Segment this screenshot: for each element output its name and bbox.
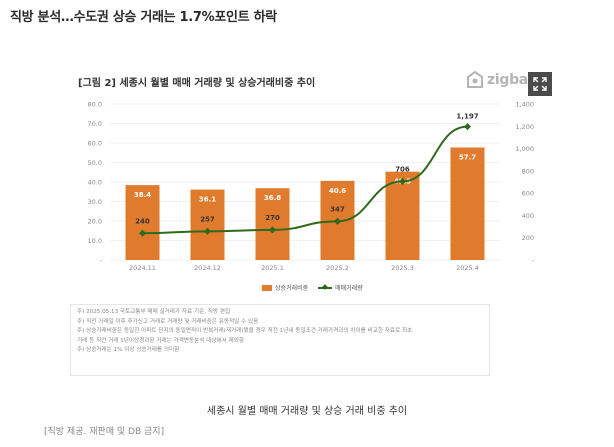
y-left-tick-label: 50.0 xyxy=(88,159,102,167)
y-left-tick-label: 40.0 xyxy=(88,179,102,187)
legend-label-bar: 상승거래비중 xyxy=(275,285,309,292)
x-tick-label: 2025.1 xyxy=(261,264,284,272)
y-left-tick-label: 10.0 xyxy=(88,237,102,245)
bar-value-label: 40.6 xyxy=(329,187,346,195)
y-left-tick-label: 30.0 xyxy=(88,198,102,206)
y-left-tick-label: 20.0 xyxy=(88,218,102,226)
image-credit: [직방 제공. 재판매 및 DB 금지] xyxy=(44,427,165,437)
expand-icon xyxy=(533,77,547,91)
bar xyxy=(125,185,160,260)
note-line: 거래 등 직전 거래 1년이상경과된 거래는 가격변동분석 대상에서 제외함 xyxy=(77,337,245,344)
line-value-label: 1,197 xyxy=(456,113,478,121)
line-point xyxy=(333,217,342,225)
y-right-tick-label: 600 xyxy=(522,190,534,198)
y-left-tick-label: 60.0 xyxy=(88,140,102,148)
legend-item-bar: 상승거래비중 xyxy=(262,283,308,292)
bar-value-label: 36.1 xyxy=(199,196,216,204)
line-point xyxy=(268,226,277,234)
x-tick-label: 2025.2 xyxy=(326,264,349,272)
figure-title: [그림 2] 세종시 월별 매매 거래량 및 상승거래비중 추이 xyxy=(78,78,316,89)
y-left-tick-label: 80.0 xyxy=(88,101,102,109)
chart-notes: 주) 2025.05.13 국토교통부 매매 실거래가 자료 기준, 직방 편집… xyxy=(70,304,490,376)
bar xyxy=(450,147,485,260)
zigbang-logo-icon xyxy=(467,71,483,88)
x-tick-label: 2025.4 xyxy=(456,264,479,272)
note-line: 주) 상승거래는 1% 이상 상승거래를 의미함 xyxy=(77,347,180,354)
x-tick-label: 2024.11 xyxy=(129,264,156,272)
legend-swatch-bar xyxy=(262,284,272,291)
note-line: 주) 직전 거래일 이후 추가신고 거래로 거래량 및 거래비중은 유동적일 수… xyxy=(77,318,259,325)
line-value-label: 347 xyxy=(330,205,345,213)
bar xyxy=(190,189,225,260)
y-left-tick-label: - xyxy=(100,257,103,265)
y-right-tick-label: 1,000 xyxy=(515,145,534,153)
bar xyxy=(385,171,420,260)
legend-swatch-line xyxy=(318,286,333,289)
combo-chart: - 10.0 20.0 30.0 40.0 50.0 60.0 70.0 80.0 - 200 400… xyxy=(88,101,535,273)
y-right-tick-label: - xyxy=(532,257,535,265)
x-tick-label: 2024.12 xyxy=(194,264,221,272)
line-value-label: 706 xyxy=(395,165,410,173)
line-point xyxy=(463,123,472,131)
y-right-tick-label: 800 xyxy=(522,167,534,175)
y-right-tick-label: 200 xyxy=(522,234,534,242)
x-tick-label: 2025.3 xyxy=(391,264,414,272)
bar-value-label: 57.7 xyxy=(459,153,476,161)
y-left-tick-label: 70.0 xyxy=(88,120,102,128)
line-value-label: 270 xyxy=(265,214,280,222)
y-right-tick-label: 1,400 xyxy=(515,101,534,109)
y-right-tick-label: 1,200 xyxy=(515,123,534,131)
bar-value-label: 38.4 xyxy=(134,191,151,199)
note-line: 주) 2025.05.13 국토교통부 매매 실거래가 자료 기준, 직방 편집 xyxy=(77,309,231,315)
legend-label-line: 매매거래량 xyxy=(335,285,363,292)
y-right-tick-label: 400 xyxy=(522,212,534,220)
line-value-label: 240 xyxy=(135,217,150,225)
bar-value-label: 36.8 xyxy=(264,194,281,202)
line-value-label: 257 xyxy=(200,215,215,223)
line-point xyxy=(203,227,212,235)
headline: 직방 분석…수도권 상승 거래는 1.7%포인트 하락 xyxy=(10,10,277,25)
figure-caption: 세종시 월별 매매 거래량 및 상승 거래 비중 추이 xyxy=(206,406,408,417)
note-line: 주) 상승거래비중은 동일한 아파트 단지의 동일면적이 반복거래(재거래)됐을… xyxy=(77,328,413,335)
line-point xyxy=(398,177,407,185)
chart-legend: 상승거래비중 매매거래량 xyxy=(262,283,363,292)
legend-item-line: 매매거래량 xyxy=(318,283,363,292)
expand-button[interactable] xyxy=(528,72,552,96)
line-point xyxy=(138,229,147,237)
bar xyxy=(255,188,290,260)
